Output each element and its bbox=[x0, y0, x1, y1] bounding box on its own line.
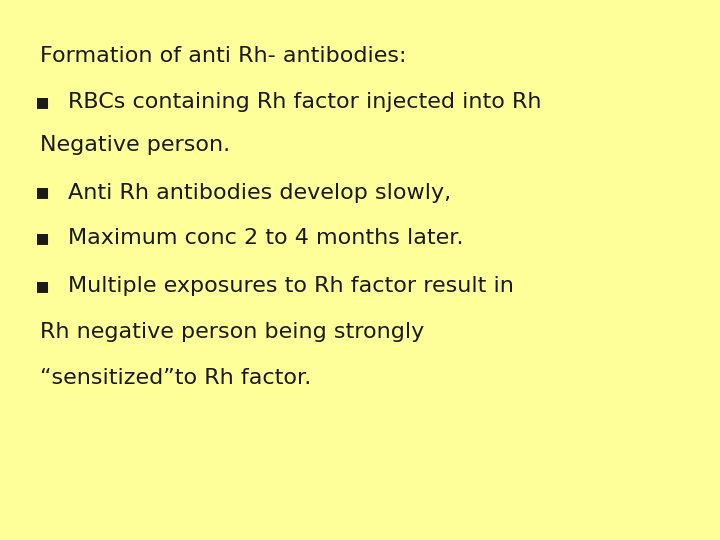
Text: RBCs containing Rh factor injected into Rh: RBCs containing Rh factor injected into … bbox=[68, 92, 542, 112]
Text: Rh negative person being strongly: Rh negative person being strongly bbox=[40, 322, 424, 342]
Text: ▪: ▪ bbox=[35, 183, 50, 202]
Text: Maximum conc 2 to 4 months later.: Maximum conc 2 to 4 months later. bbox=[68, 228, 464, 248]
Text: ▪: ▪ bbox=[35, 228, 50, 248]
Text: ▪: ▪ bbox=[35, 92, 50, 112]
Text: Formation of anti Rh- antibodies:: Formation of anti Rh- antibodies: bbox=[40, 46, 406, 66]
Text: Multiple exposures to Rh factor result in: Multiple exposures to Rh factor result i… bbox=[68, 276, 514, 296]
Text: “sensitized”to Rh factor.: “sensitized”to Rh factor. bbox=[40, 368, 311, 388]
Text: ▪: ▪ bbox=[35, 276, 50, 296]
Text: Negative person.: Negative person. bbox=[40, 135, 230, 155]
Text: Anti Rh antibodies develop slowly,: Anti Rh antibodies develop slowly, bbox=[68, 183, 451, 202]
